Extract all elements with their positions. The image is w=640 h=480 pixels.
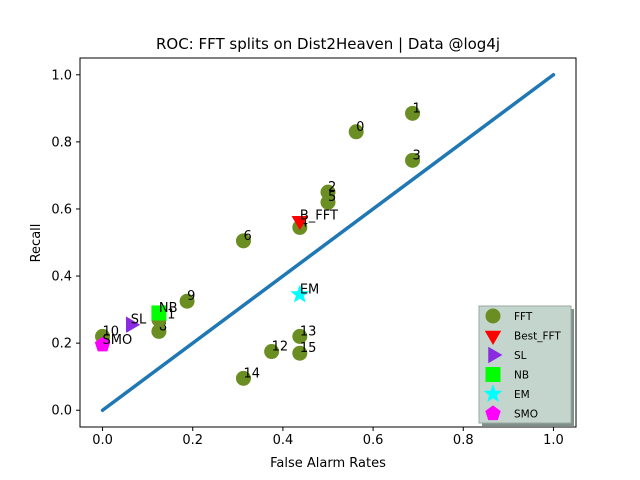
point-label: 10 [103, 324, 120, 339]
point-label: B_FFT [300, 209, 338, 224]
point-label: EM [300, 282, 319, 297]
axes-frame [79, 57, 577, 428]
legend-marker-sl [488, 346, 503, 364]
y-tick-label: 0.6 [51, 202, 72, 217]
point-smo [94, 336, 111, 352]
legend: FFT Best_FFT SL NB EM SMO [478, 305, 574, 426]
point-label: 9 [187, 289, 195, 304]
diagonal-line [100, 73, 556, 412]
point-best-fft [291, 215, 309, 231]
x-tick-label: 0.2 [182, 433, 203, 448]
point-fft [235, 233, 251, 249]
x-tick-label: 0.0 [92, 433, 113, 448]
point-fft [179, 293, 195, 309]
point-sl [125, 316, 141, 333]
point-label: 0 [356, 120, 364, 135]
point-fft [348, 124, 364, 140]
point-label: 12 [272, 340, 289, 355]
point-nb [151, 305, 167, 321]
x-axis-label: False Alarm Rates [270, 456, 386, 471]
legend-entry: EM [514, 389, 530, 401]
point-label: 3 [413, 148, 421, 163]
point-fft [292, 328, 308, 344]
legend-marker-fft [485, 308, 501, 324]
point-label: 6 [243, 229, 251, 244]
legend-entry: SL [514, 350, 527, 362]
legend-marker-nb [485, 367, 501, 382]
point-em [290, 284, 310, 303]
y-tick-label: 1.0 [51, 68, 72, 83]
x-tick-label: 0.4 [273, 433, 294, 448]
legend-marker-best-fft [484, 330, 502, 346]
chart-title: ROC: FFT splits on Dist2Heaven | Data @l… [156, 35, 500, 53]
y-tick-label: 0.0 [51, 404, 72, 419]
point-label: 15 [300, 341, 317, 356]
x-tick-label: 0.8 [453, 433, 474, 448]
legend-entry: SMO [514, 409, 538, 421]
point-label: NB [159, 301, 178, 316]
point-fft [405, 152, 421, 168]
plot-area: 0.0 0.2 0.4 0.6 0.8 1.00.00.20.40.60.81.00123… [51, 57, 577, 448]
legend-entry: FFT [514, 311, 533, 323]
x-tick-label: 0.6 [363, 433, 384, 448]
point-label: 1 [413, 101, 421, 116]
point-label: 2 [328, 180, 336, 195]
point-fft [235, 370, 251, 386]
point-fft [292, 345, 308, 361]
point-fft [264, 344, 280, 360]
point-label: 8 [159, 319, 167, 334]
legend-marker-em [483, 384, 503, 403]
legend-entry: NB [514, 370, 529, 382]
y-tick-label: 0.2 [51, 337, 72, 352]
y-tick-label: 0.4 [51, 270, 72, 285]
point-label: 5 [328, 190, 336, 205]
point-label: SL [131, 313, 147, 328]
legend-entry: Best_FFT [514, 331, 561, 343]
x-tick-label: 1.0 [543, 433, 564, 448]
point-fft [320, 194, 336, 210]
legend-marker-smo [485, 405, 501, 421]
y-tick-label: 0.8 [51, 135, 72, 150]
point-label: SMO [103, 333, 133, 348]
point-fft [405, 105, 421, 121]
y-axis-label: Recall [29, 224, 44, 263]
point-label: 14 [243, 366, 260, 381]
legend-box [478, 305, 572, 424]
point-label: 13 [300, 324, 317, 339]
